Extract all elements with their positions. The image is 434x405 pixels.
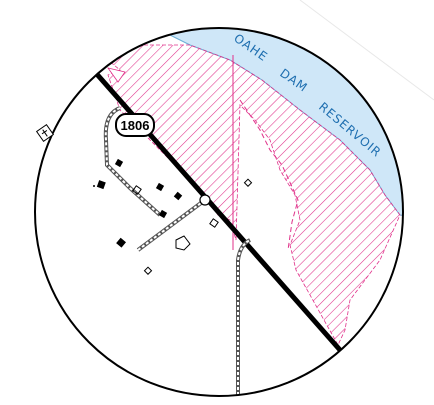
intersection-marker-icon[interactable] [199, 194, 211, 206]
map-frame [34, 27, 404, 397]
building-icon [143, 266, 153, 275]
building-icons [93, 158, 253, 275]
building-icon [155, 182, 165, 192]
secondary-road-east-west[interactable] [136, 198, 207, 252]
cemetery-icon [35, 123, 55, 143]
outside-faint-lines [299, 0, 434, 101]
secondary-road-south[interactable] [236, 238, 251, 405]
building-icon [96, 180, 106, 190]
building-icon [209, 218, 219, 228]
hatch-notch [107, 67, 126, 83]
building-icon [175, 235, 191, 251]
building-icon [158, 209, 168, 219]
building-icon [116, 237, 126, 248]
building-icon [243, 178, 253, 187]
secondary-road-north[interactable] [103, 106, 162, 217]
building-icon [173, 191, 183, 201]
boundary-lines [232, 55, 299, 251]
route-shield-number: 1806 [121, 118, 150, 133]
building-icon [132, 185, 142, 195]
building-icon [114, 158, 124, 168]
route-shield-icon: 1806 [115, 113, 155, 137]
point-marker-icon [93, 185, 95, 187]
